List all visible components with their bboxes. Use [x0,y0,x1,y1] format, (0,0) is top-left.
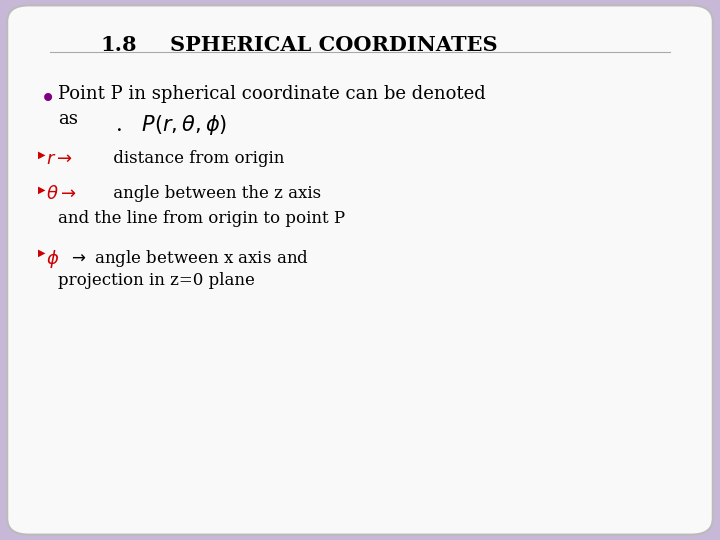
Text: z: z [415,229,422,243]
Text: $\theta\rightarrow$: $\theta\rightarrow$ [46,185,77,203]
Text: SPHERICAL COORDINATES: SPHERICAL COORDINATES [170,35,498,55]
Text: $\mathit{r}\rightarrow$: $\mathit{r}\rightarrow$ [46,150,73,168]
Text: $r$: $r$ [450,388,459,401]
Text: projection in z=0 plane: projection in z=0 plane [58,272,255,289]
Text: 1.8: 1.8 [100,35,137,55]
Text: $\theta$: $\theta$ [385,374,397,392]
Text: $P$: $P$ [464,350,476,366]
Text: and the line from origin to point P: and the line from origin to point P [58,210,345,227]
Text: y: y [632,478,641,492]
Text: .   $P(r, \theta, \phi)$: . $P(r, \theta, \phi)$ [115,113,228,137]
Text: •: • [40,85,56,113]
Text: angle between the z axis: angle between the z axis [108,185,321,202]
Text: ▶: ▶ [38,248,45,258]
Text: Point P in spherical coordinate can be denoted: Point P in spherical coordinate can be d… [58,85,486,103]
Text: $\phi$: $\phi$ [402,476,415,498]
Text: $\phi$: $\phi$ [46,248,59,270]
Text: distance from origin: distance from origin [108,150,284,167]
Text: x: x [264,516,272,530]
Text: $\rightarrow$ angle between x axis and: $\rightarrow$ angle between x axis and [58,248,309,269]
Text: ▶: ▶ [38,150,45,160]
Text: as: as [58,110,78,128]
Text: ▶: ▶ [38,185,45,195]
